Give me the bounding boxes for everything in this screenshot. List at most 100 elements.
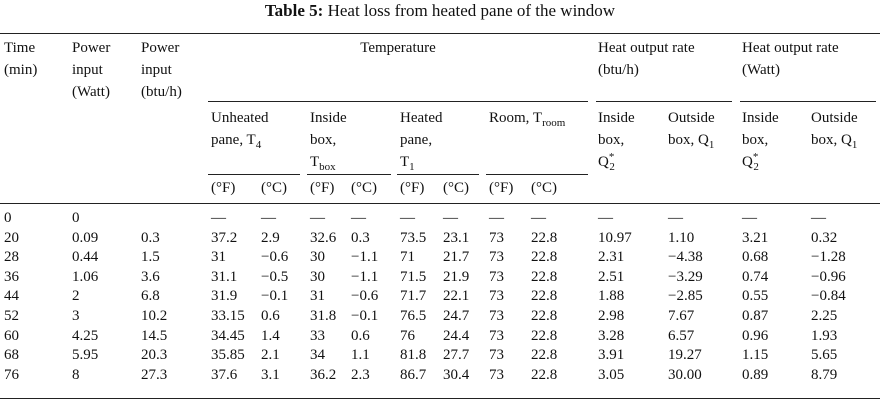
subheader-cell: Heated: [400, 110, 443, 126]
table-cell: 2.3: [351, 366, 370, 383]
table-title: Table 5: Heat loss from heated pane of t…: [0, 0, 880, 22]
table-cell: 73: [489, 229, 504, 246]
table-cell: 73: [489, 308, 504, 324]
unit-cell: (°F): [489, 180, 514, 196]
subscript: 1: [708, 139, 715, 151]
table-cell: —: [400, 210, 415, 226]
table-cell: 33.15: [211, 308, 245, 324]
superscript: *: [752, 151, 759, 163]
table-cell: 34: [310, 347, 325, 364]
table-cell: 0.89: [742, 366, 769, 383]
table-cell: 2.31: [598, 249, 625, 266]
table-cell: 8.79: [811, 366, 838, 383]
unit-cell: (°C): [261, 180, 287, 196]
table-cell: 0: [4, 210, 12, 226]
table-cell: −3.29: [668, 268, 703, 285]
table-cell: —: [742, 210, 757, 226]
subheader-cell: Outside: [811, 110, 858, 126]
table-cell: −4.38: [668, 249, 703, 266]
table-cell: 0: [72, 210, 80, 226]
table-cell: 1.5: [141, 249, 160, 266]
table-cell: −0.6: [261, 249, 289, 266]
table-cell: 22.8: [531, 327, 558, 344]
subheader-cell: Inside: [598, 110, 635, 126]
table-cell: 31: [310, 288, 325, 305]
table-cell: 30: [310, 249, 325, 266]
subscript: box: [319, 161, 336, 173]
table-cell: −0.1: [261, 288, 289, 305]
subheader-cell: box,: [742, 132, 769, 148]
table-cell: 4.25: [72, 327, 99, 344]
table-cell: 20: [4, 229, 19, 246]
table-cell: 2.51: [598, 268, 625, 285]
group-rule: [486, 174, 588, 175]
table-cell: 22.8: [531, 347, 558, 364]
table-cell: 0.3: [351, 229, 370, 246]
table-cell: —: [598, 210, 613, 226]
table-cell: −0.5: [261, 268, 289, 285]
table-cell: −1.1: [351, 268, 379, 285]
table-cell: 5.65: [811, 347, 838, 364]
table-cell: 22.8: [531, 229, 558, 246]
header-cell: (Watt): [72, 84, 110, 100]
subheader-text: box, Q: [668, 132, 709, 148]
table-cell: —: [310, 210, 325, 226]
unit-cell: (°C): [531, 180, 557, 196]
table-cell: 30.00: [668, 366, 702, 383]
subheader-cell: Q*2: [742, 151, 759, 173]
table-cell: 5.95: [72, 347, 99, 364]
table-cell: 0.44: [72, 249, 99, 266]
group-rule: [208, 174, 300, 175]
table-cell: 81.8: [400, 347, 427, 364]
table-cell: —: [811, 210, 826, 226]
header-cell: (Watt): [742, 62, 780, 78]
header-rule: [0, 203, 880, 204]
table-cell: 3.91: [598, 347, 625, 364]
table-cell: 73: [489, 366, 504, 383]
table-cell: 73.5: [400, 229, 427, 246]
unit-cell: (°F): [400, 180, 425, 196]
table-cell: 86.7: [400, 366, 427, 383]
table-cell: 6.57: [668, 327, 695, 344]
table-cell: 76.5: [400, 308, 427, 324]
table-cell: 73: [489, 288, 504, 305]
table-cell: 0.09: [72, 229, 99, 246]
table-cell: 28: [4, 249, 19, 266]
unit-cell: (°F): [310, 180, 335, 196]
table-cell: 22.8: [531, 268, 558, 285]
group-rule: [307, 174, 391, 175]
table-cell: 24.7: [443, 308, 470, 324]
table-cell: 22.8: [531, 366, 558, 383]
table-cell: 0.3: [141, 229, 160, 246]
group-rule: [740, 101, 876, 102]
table-cell: 8: [72, 366, 80, 383]
group-rule: [208, 101, 588, 102]
table-cell: 2.25: [811, 308, 838, 324]
group-rule: [596, 101, 732, 102]
table-cell: 0.55: [742, 288, 769, 305]
subscript: 2: [753, 161, 759, 173]
unit-cell: (°C): [351, 180, 377, 196]
table-cell: 36.2: [310, 366, 337, 383]
subheader-text: T: [400, 154, 410, 170]
table-cell: 36: [4, 268, 19, 285]
table-cell: 22.1: [443, 288, 470, 305]
subheader-text: box, Q: [811, 132, 852, 148]
table-cell: —: [261, 210, 276, 226]
table-cell: 1.10: [668, 229, 695, 246]
unit-cell: (°F): [211, 180, 236, 196]
title-text: Heat loss from heated pane of the window: [327, 1, 616, 20]
table-cell: 10.97: [598, 229, 632, 246]
table-cell: −0.6: [351, 288, 379, 305]
header-cell: Time: [4, 40, 36, 56]
table-cell: 3.6: [141, 268, 160, 285]
table-cell: 6.8: [141, 288, 160, 305]
table-cell: 0.68: [742, 249, 769, 266]
table-cell: 37.2: [211, 229, 238, 246]
subheader-cell: T1: [400, 151, 415, 173]
subheader-cell: box, Q1: [668, 129, 714, 151]
table-cell: 76: [400, 327, 415, 344]
subheader-cell: box,: [310, 132, 337, 148]
table-cell: −0.84: [811, 288, 846, 305]
